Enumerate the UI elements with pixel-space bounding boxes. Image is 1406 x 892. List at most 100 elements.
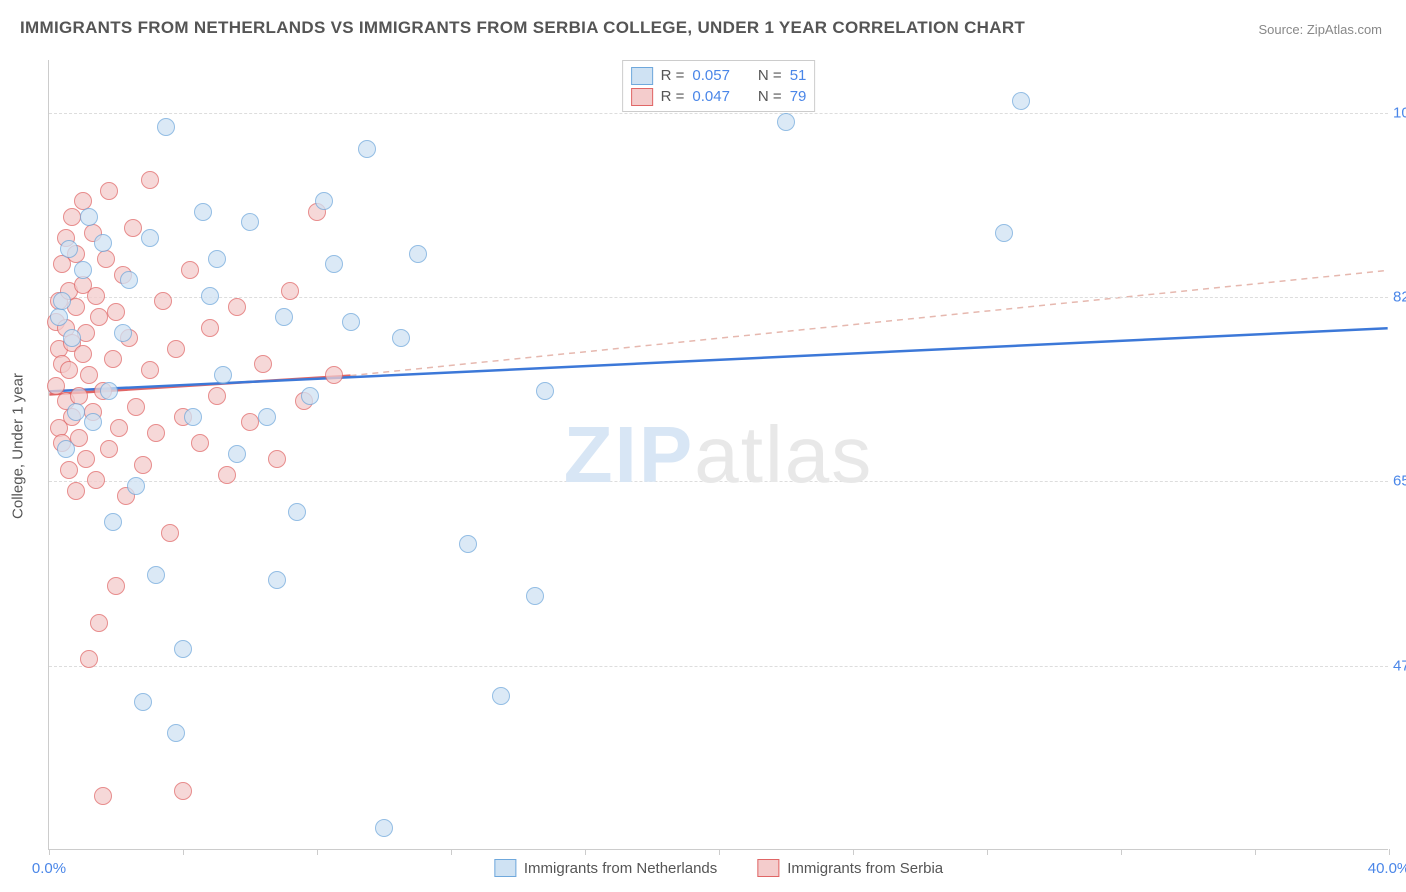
scatter-point <box>104 350 122 368</box>
gridline <box>49 481 1388 482</box>
trend-line <box>49 328 1387 391</box>
scatter-point <box>67 482 85 500</box>
y-tick-label: 100.0% <box>1393 104 1406 121</box>
scatter-point <box>301 387 319 405</box>
legend-item-netherlands: Immigrants from Netherlands <box>494 859 717 877</box>
legend-n-label: N = <box>758 86 782 107</box>
scatter-point <box>80 650 98 668</box>
scatter-point <box>110 419 128 437</box>
x-tick <box>1121 849 1122 855</box>
x-tick <box>183 849 184 855</box>
scatter-point <box>94 234 112 252</box>
watermark-light: atlas <box>694 410 873 499</box>
scatter-point <box>60 240 78 258</box>
scatter-point <box>104 513 122 531</box>
scatter-point <box>191 434 209 452</box>
y-tick-label: 65.0% <box>1393 473 1406 490</box>
scatter-point <box>157 118 175 136</box>
scatter-point <box>288 503 306 521</box>
gridline <box>49 113 1388 114</box>
x-tick <box>987 849 988 855</box>
scatter-point <box>100 182 118 200</box>
scatter-point <box>167 340 185 358</box>
scatter-point <box>114 324 132 342</box>
source-attribution: Source: ZipAtlas.com <box>1258 22 1382 37</box>
scatter-point <box>241 413 259 431</box>
scatter-point <box>124 219 142 237</box>
scatter-plot-area: ZIPatlas R = 0.057 N = 51 R = 0.047 N = … <box>48 60 1388 850</box>
x-tick-label: 40.0% <box>1368 860 1406 877</box>
scatter-point <box>87 287 105 305</box>
scatter-point <box>87 471 105 489</box>
scatter-point <box>1012 92 1030 110</box>
legend-r-label: R = <box>661 65 685 86</box>
scatter-point <box>201 319 219 337</box>
scatter-point <box>120 271 138 289</box>
scatter-point <box>228 298 246 316</box>
x-tick <box>719 849 720 855</box>
scatter-point <box>127 477 145 495</box>
legend-n-label: N = <box>758 65 782 86</box>
scatter-point <box>258 408 276 426</box>
chart-title: IMMIGRANTS FROM NETHERLANDS VS IMMIGRANT… <box>20 18 1025 38</box>
scatter-point <box>90 308 108 326</box>
scatter-point <box>275 308 293 326</box>
scatter-point <box>268 571 286 589</box>
scatter-point <box>154 292 172 310</box>
scatter-point <box>60 361 78 379</box>
scatter-point <box>63 208 81 226</box>
x-tick <box>1255 849 1256 855</box>
scatter-point <box>147 566 165 584</box>
scatter-point <box>392 329 410 347</box>
scatter-point <box>134 456 152 474</box>
scatter-point <box>134 693 152 711</box>
scatter-point <box>161 524 179 542</box>
x-tick <box>853 849 854 855</box>
scatter-point <box>141 229 159 247</box>
scatter-point <box>90 614 108 632</box>
gridline <box>49 666 1388 667</box>
scatter-point <box>342 313 360 331</box>
x-tick <box>317 849 318 855</box>
legend-swatch-serbia <box>631 88 653 106</box>
legend-item-serbia: Immigrants from Serbia <box>757 859 943 877</box>
scatter-point <box>492 687 510 705</box>
legend-r-value-serbia: 0.047 <box>692 86 730 107</box>
scatter-point <box>201 287 219 305</box>
scatter-point <box>281 282 299 300</box>
watermark: ZIPatlas <box>564 409 873 501</box>
scatter-point <box>67 403 85 421</box>
scatter-point <box>174 782 192 800</box>
scatter-point <box>358 140 376 158</box>
scatter-point <box>57 440 75 458</box>
scatter-point <box>268 450 286 468</box>
y-axis-label: College, Under 1 year <box>10 373 27 519</box>
scatter-point <box>127 398 145 416</box>
scatter-point <box>208 250 226 268</box>
scatter-point <box>167 724 185 742</box>
scatter-point <box>94 787 112 805</box>
x-tick <box>49 849 50 855</box>
scatter-point <box>409 245 427 263</box>
scatter-point <box>459 535 477 553</box>
scatter-point <box>325 366 343 384</box>
legend-series: Immigrants from Netherlands Immigrants f… <box>494 859 943 877</box>
scatter-point <box>107 577 125 595</box>
scatter-point <box>194 203 212 221</box>
scatter-point <box>147 424 165 442</box>
legend-r-value-netherlands: 0.057 <box>692 65 730 86</box>
scatter-point <box>107 303 125 321</box>
scatter-point <box>375 819 393 837</box>
scatter-point <box>84 413 102 431</box>
scatter-point <box>995 224 1013 242</box>
watermark-bold: ZIP <box>564 410 694 499</box>
trend-line <box>350 270 1387 375</box>
scatter-point <box>77 450 95 468</box>
scatter-point <box>80 208 98 226</box>
y-tick-label: 82.5% <box>1393 289 1406 306</box>
scatter-point <box>214 366 232 384</box>
scatter-point <box>141 171 159 189</box>
legend-correlation-box: R = 0.057 N = 51 R = 0.047 N = 79 <box>622 60 816 112</box>
scatter-point <box>325 255 343 273</box>
scatter-point <box>228 445 246 463</box>
